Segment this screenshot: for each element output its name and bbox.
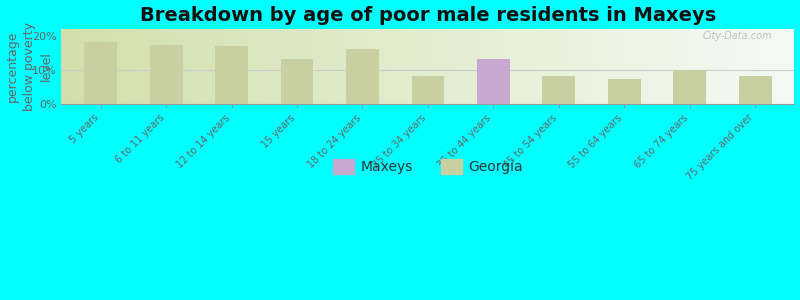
Bar — [542, 76, 575, 104]
Bar — [739, 76, 771, 103]
Bar — [411, 76, 444, 104]
Bar — [346, 49, 379, 104]
Bar — [674, 70, 706, 104]
Y-axis label: percentage
below poverty
level: percentage below poverty level — [6, 22, 53, 111]
Bar — [281, 59, 314, 104]
Text: City-Data.com: City-Data.com — [703, 31, 773, 41]
Bar — [608, 79, 641, 104]
Bar — [477, 59, 510, 104]
Title: Breakdown by age of poor male residents in Maxeys: Breakdown by age of poor male residents … — [140, 6, 716, 25]
Bar — [215, 46, 248, 104]
Bar — [84, 42, 117, 104]
Bar — [150, 45, 182, 104]
Legend: Maxeys, Georgia: Maxeys, Georgia — [327, 154, 529, 180]
